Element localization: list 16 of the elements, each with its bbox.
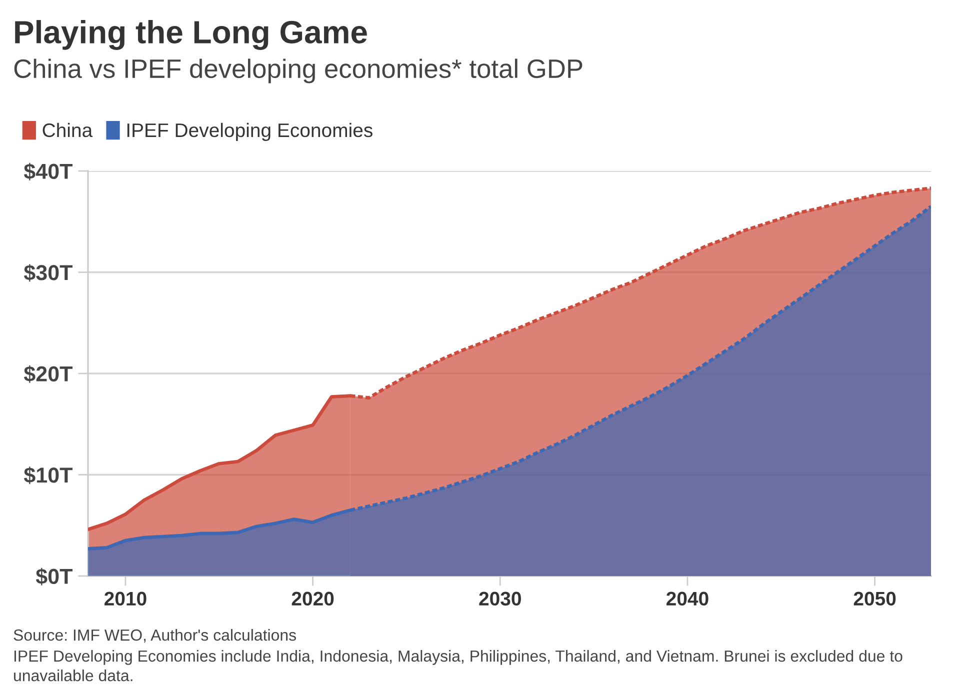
y-tick-label: $0T [36,568,72,586]
y-tick-label: $20T [24,365,72,383]
y-tick-label: $10T [24,466,72,484]
chart-title: Playing the Long Game [15,20,367,50]
y-tick-label: $30T [24,264,72,282]
x-tick-label: 2050 [854,592,896,606]
x-tick-label: 2020 [292,592,334,606]
x-tick-label: 2040 [666,592,708,606]
x-tick-label: 2010 [104,592,146,606]
text: IPEF Developing Economies include India, Indonesia, Malaysia, Philippines, Thailand, and Vietnam. Brunei is excluded due to unavailable data. [14,650,902,682]
chart-subtitle: China vs IPEF developing economies* total GDP [14,58,582,84]
x-tick-label: 2030 [479,592,521,606]
legend-label: IPEF Developing Economies [127,122,372,141]
legend-label: China [42,122,93,138]
y-tick-label: $40T [24,162,72,180]
source-note: Source: IMF WEO, Author's calculations [14,629,296,643]
